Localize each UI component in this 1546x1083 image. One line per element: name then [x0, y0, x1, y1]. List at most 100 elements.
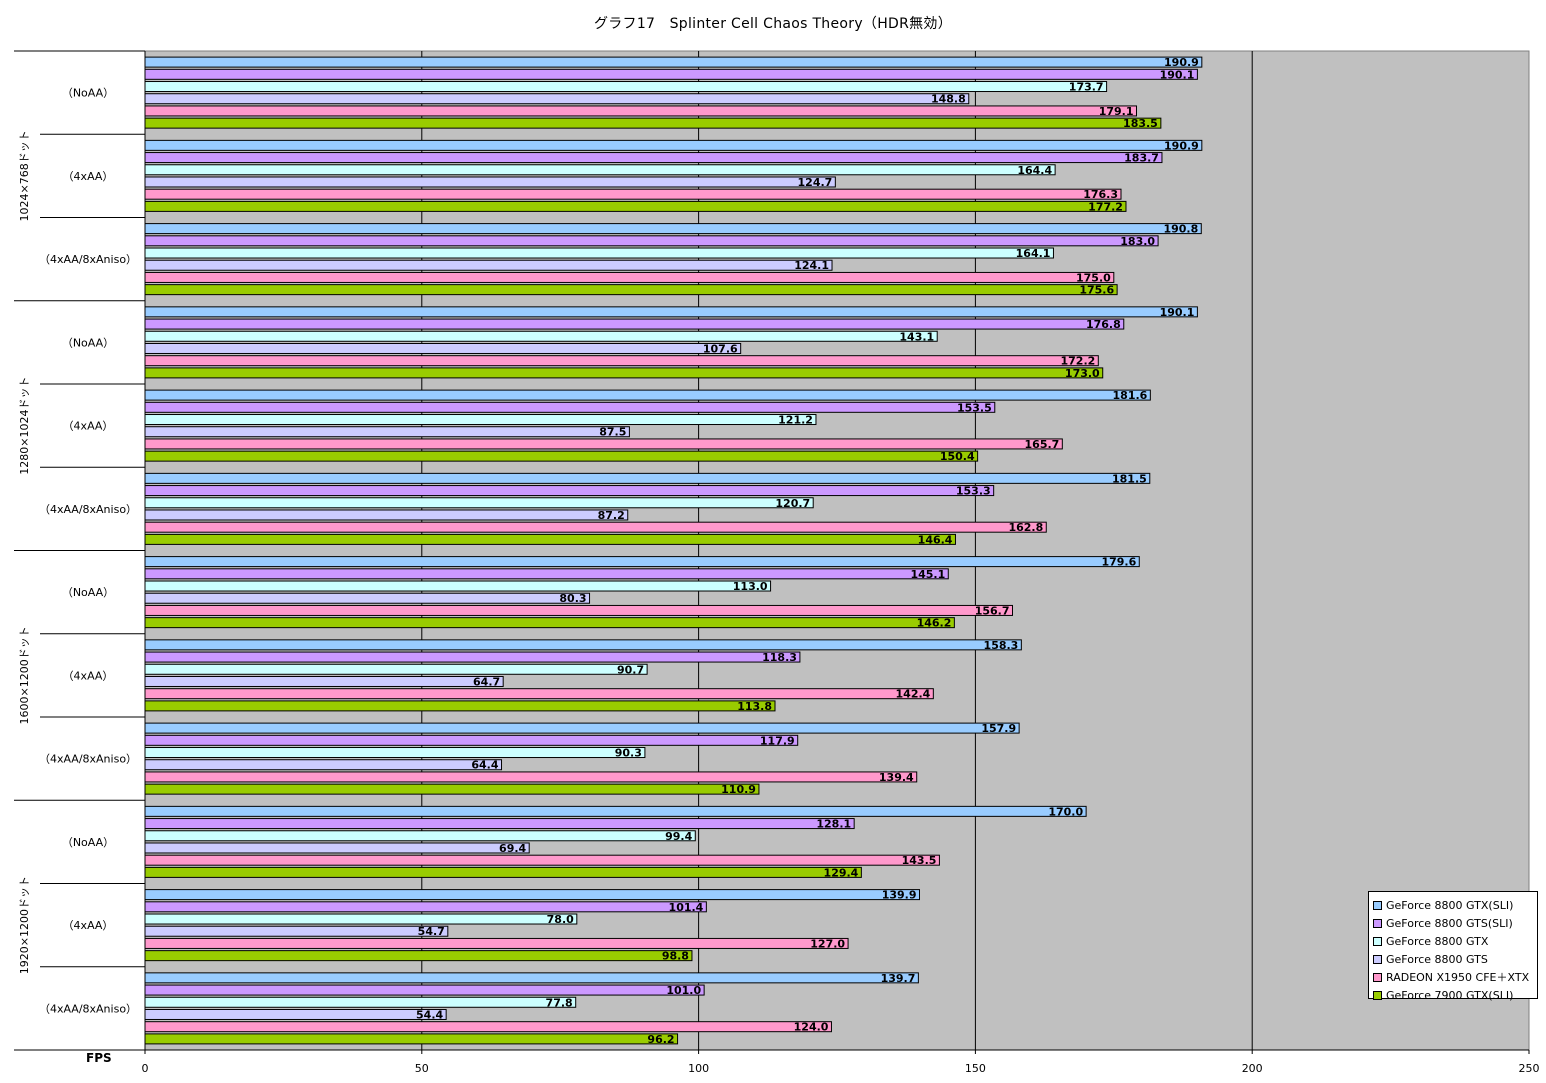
- bar-value-label: 143.5: [902, 854, 937, 867]
- bar-value-label: 190.1: [1160, 68, 1195, 81]
- legend-label: GeForce 8800 GTX(SLI): [1386, 898, 1514, 912]
- bar-value-label: 129.4: [824, 866, 859, 879]
- setting-label: （4xAA）: [63, 170, 114, 183]
- legend-swatch: [1373, 936, 1382, 946]
- bar-value-label: 170.0: [1048, 805, 1083, 818]
- bar: [144, 688, 934, 700]
- x-tick-label: 100: [688, 1062, 709, 1075]
- bar-value-label: 118.3: [762, 651, 797, 664]
- legend-label: GeForce 8800 GTX: [1386, 934, 1489, 948]
- legend-item: GeForce 7900 GTX(SLI): [1369, 986, 1537, 1004]
- setting-label: （4xAA）: [63, 669, 114, 682]
- bar: [144, 734, 799, 746]
- bar-value-label: 164.1: [1016, 247, 1051, 260]
- bar-value-label: 139.4: [879, 771, 914, 784]
- bar: [144, 901, 707, 913]
- bar-value-label: 117.9: [760, 734, 795, 747]
- bar-value-label: 190.9: [1164, 139, 1199, 152]
- bar-value-label: 190.8: [1163, 223, 1198, 236]
- bar: [144, 367, 1104, 379]
- bar: [144, 617, 955, 629]
- bar: [144, 330, 938, 342]
- bar-value-label: 87.5: [599, 426, 626, 439]
- bar: [144, 176, 836, 188]
- bar-value-label: 96.2: [647, 1033, 674, 1046]
- bar-value-label: 179.6: [1101, 556, 1136, 569]
- bar-value-label: 120.7: [775, 497, 810, 510]
- bar-value-label: 156.7: [975, 604, 1010, 617]
- bar: [144, 805, 1087, 817]
- setting-label: （NoAA）: [62, 336, 114, 349]
- bar-value-label: 157.9: [981, 722, 1016, 735]
- bar-value-label: 181.5: [1112, 472, 1147, 485]
- bar: [144, 521, 1047, 533]
- bar-value-label: 139.7: [881, 972, 916, 985]
- bar: [144, 950, 693, 962]
- bar: [144, 223, 1202, 235]
- bar: [144, 913, 578, 925]
- bar: [144, 925, 449, 937]
- bar-value-label: 107.6: [703, 342, 738, 355]
- bar: [144, 783, 760, 795]
- bar-value-label: 124.7: [798, 176, 833, 189]
- bar: [144, 1008, 447, 1020]
- resolution-label: 1920×1200ドット: [18, 876, 31, 974]
- bar: [144, 509, 629, 521]
- bar: [144, 68, 1198, 80]
- bar-value-label: 162.8: [1008, 521, 1043, 534]
- resolution-label: 1600×1200ドット: [18, 626, 31, 724]
- bar: [144, 722, 1020, 734]
- bar-value-label: 190.1: [1160, 306, 1195, 319]
- bar-value-label: 54.7: [418, 925, 445, 938]
- bar: [144, 105, 1137, 117]
- bar: [144, 639, 1022, 651]
- bar: [144, 164, 1056, 176]
- bar: [144, 747, 646, 759]
- bar-value-label: 148.8: [931, 93, 966, 106]
- bar-value-label: 143.1: [899, 330, 934, 343]
- setting-label: （4xAA）: [63, 919, 114, 932]
- bar-value-label: 173.7: [1069, 81, 1104, 94]
- bar: [144, 152, 1163, 164]
- bar: [144, 414, 817, 426]
- bar: [144, 318, 1125, 330]
- bar: [144, 592, 591, 604]
- bar: [144, 830, 696, 842]
- bar-value-label: 139.9: [882, 889, 917, 902]
- bar-value-label: 153.3: [956, 485, 991, 498]
- bar-value-label: 113.8: [737, 700, 772, 713]
- bar-value-label: 87.2: [598, 509, 625, 522]
- legend-label: GeForce 8800 GTS: [1386, 952, 1488, 966]
- bar: [144, 842, 530, 854]
- bar-value-label: 146.4: [918, 533, 953, 546]
- x-tick-label: 200: [1242, 1062, 1263, 1075]
- legend-label: GeForce 8800 GTS(SLI): [1386, 916, 1513, 930]
- bar: [144, 1033, 679, 1045]
- bar-value-label: 127.0: [810, 937, 845, 950]
- bar-value-label: 165.7: [1025, 438, 1060, 451]
- bar: [144, 533, 956, 545]
- bar: [144, 818, 855, 830]
- x-tick-label: 0: [142, 1062, 149, 1075]
- bar: [144, 235, 1159, 247]
- bar-value-label: 164.4: [1017, 164, 1052, 177]
- bar-value-label: 90.3: [615, 747, 642, 760]
- bar-value-label: 177.2: [1088, 200, 1123, 213]
- bar: [144, 485, 995, 497]
- bar-value-label: 124.1: [794, 259, 829, 272]
- bar: [144, 556, 1140, 568]
- bar-value-label: 77.8: [546, 996, 573, 1009]
- bar: [144, 663, 648, 675]
- bar: [144, 604, 1013, 616]
- bar-value-label: 142.4: [896, 688, 931, 701]
- bar-value-label: 158.3: [984, 639, 1019, 652]
- bar-value-label: 176.8: [1086, 318, 1121, 331]
- setting-label: （4xAA/8xAniso）: [39, 753, 137, 766]
- bar: [144, 700, 776, 712]
- bar: [144, 271, 1115, 283]
- bar: [144, 984, 705, 996]
- bar: [144, 580, 772, 592]
- bar-value-label: 64.4: [471, 759, 498, 772]
- bar-value-label: 183.0: [1120, 235, 1155, 248]
